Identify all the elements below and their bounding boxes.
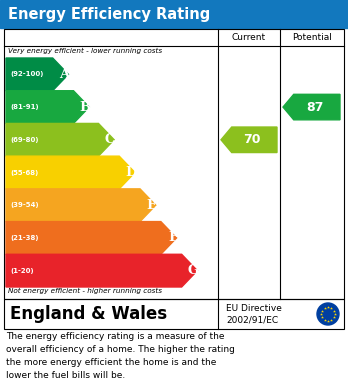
Polygon shape [6,222,176,254]
Text: (81-91): (81-91) [10,104,39,110]
Polygon shape [6,189,156,222]
Text: 70: 70 [243,133,261,146]
Text: E: E [147,199,157,212]
Text: (92-100): (92-100) [10,71,44,77]
Text: (69-80): (69-80) [10,137,39,143]
Bar [4,299,344,329]
Text: England & Wales: England & Wales [10,305,167,323]
Text: (21-38): (21-38) [10,235,39,241]
Text: Very energy efficient - lower running costs: Very energy efficient - lower running co… [8,48,162,54]
Circle shape [317,303,339,325]
Text: D: D [125,166,137,179]
Polygon shape [6,254,197,287]
Text: Potential: Potential [292,33,332,42]
Text: B: B [80,100,91,113]
Bar [0,0,348,28]
Text: EU Directive
2002/91/EC: EU Directive 2002/91/EC [226,303,282,325]
Polygon shape [6,58,69,91]
Text: F: F [168,231,177,244]
Polygon shape [6,156,135,189]
Polygon shape [6,91,89,124]
Text: C: C [105,133,116,146]
Text: A: A [60,68,70,81]
Polygon shape [283,94,340,120]
Text: (39-54): (39-54) [10,202,39,208]
Text: Current: Current [232,33,266,42]
Text: The energy efficiency rating is a measure of the
overall efficiency of a home. T: The energy efficiency rating is a measur… [6,332,235,380]
Polygon shape [221,127,277,152]
Bar [4,29,344,299]
Text: G: G [188,264,199,277]
Text: Not energy efficient - higher running costs: Not energy efficient - higher running co… [8,288,162,294]
Polygon shape [6,124,114,156]
Text: 87: 87 [306,100,324,113]
Text: Energy Efficiency Rating: Energy Efficiency Rating [8,7,210,22]
Text: (1-20): (1-20) [10,268,34,274]
Text: (55-68): (55-68) [10,170,38,176]
